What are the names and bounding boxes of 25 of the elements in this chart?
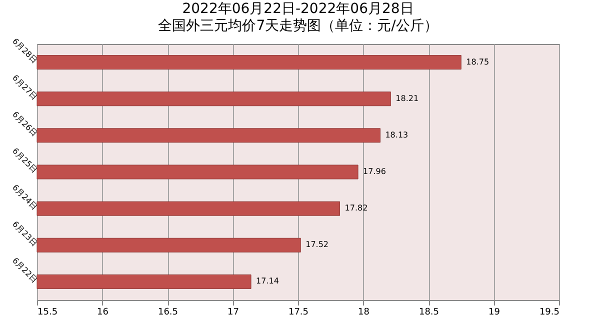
chart-subtitle: 全国外三元均价7天走势图（单位：元/公斤） — [158, 18, 438, 34]
data-label: 17.96 — [363, 167, 386, 176]
x-tick-label: 16.5 — [158, 308, 178, 318]
x-tick-label: 18.5 — [418, 308, 440, 318]
chart-title: 2022年06月22日-2022年06月28日 — [182, 0, 414, 17]
x-tick-label: 15.5 — [38, 308, 58, 318]
y-tick-label: 6月24日 — [10, 182, 40, 212]
y-tick-label: 6月28日 — [10, 36, 40, 66]
x-tick-label: 19 — [488, 308, 500, 318]
x-tick-label: 17 — [228, 308, 239, 318]
x-tick-label: 18 — [358, 308, 370, 318]
data-label: 17.52 — [306, 240, 329, 250]
x-tick-label: 17.5 — [288, 308, 309, 318]
data-label: 17.14 — [256, 276, 279, 286]
data-label: 17.82 — [344, 204, 368, 213]
y-tick-label: 6月25日 — [10, 146, 40, 175]
y-tick-label: 6月27日 — [10, 73, 40, 102]
y-tick-label: 6月22日 — [10, 256, 40, 285]
data-label: 18.13 — [385, 130, 408, 140]
x-tick-label: 16 — [97, 308, 109, 318]
x-tick-label: 19.5 — [539, 308, 560, 318]
y-tick-label: 6月26日 — [10, 110, 40, 138]
data-label: 18.75 — [466, 57, 490, 66]
data-label: 18.21 — [396, 94, 419, 103]
y-tick-label: 6月23日 — [10, 219, 40, 248]
